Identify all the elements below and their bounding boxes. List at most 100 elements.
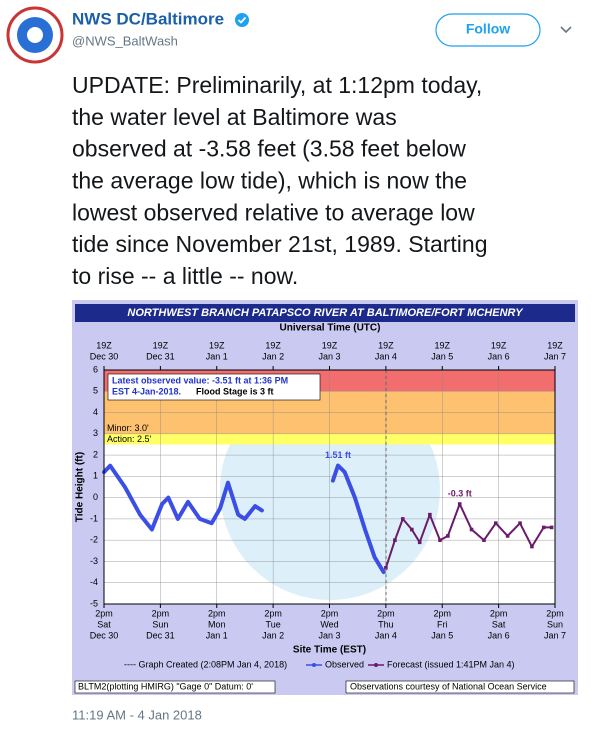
peak-label: 1.51 ft xyxy=(325,450,351,460)
y-tick-label: 0 xyxy=(93,492,98,502)
top-date-label: Jan 2 xyxy=(262,351,284,361)
legend-marker xyxy=(312,663,316,667)
top-time-label: 19Z xyxy=(322,340,338,350)
band-label: Action: 2.5' xyxy=(107,434,152,444)
x-day-label: Fri xyxy=(437,619,448,629)
y-tick-label: 6 xyxy=(93,364,98,374)
x-tick-label: 2pm xyxy=(321,608,339,618)
tweet-line: tide since November 21st, 1989. Starting xyxy=(72,231,488,257)
legend-label: Observed xyxy=(325,659,364,669)
y-tick-label: 2 xyxy=(93,449,98,459)
series-marker xyxy=(541,525,546,530)
series-marker xyxy=(457,502,462,506)
x-date-label: Jan 6 xyxy=(488,630,510,640)
series-marker xyxy=(494,521,498,525)
top-time-label: 19Z xyxy=(547,340,563,350)
top-date-label: Dec 31 xyxy=(146,351,175,361)
x-day-label: Sun xyxy=(152,619,168,629)
series-marker xyxy=(384,566,388,570)
x-date-label: Jan 2 xyxy=(262,630,284,640)
top-date-label: Jan 4 xyxy=(375,351,397,361)
x-tick-label: 2pm xyxy=(546,608,564,618)
series-marker xyxy=(417,540,422,545)
x-day-label: Tue xyxy=(266,619,281,629)
plot-frame xyxy=(103,369,556,605)
top-time-label: 19Z xyxy=(378,340,394,350)
x-date-label: Jan 1 xyxy=(206,630,228,640)
tweet-line: observed at -3.58 feet (3.58 feet below xyxy=(72,136,466,162)
legend-note: ---- Graph Created (2:08PM Jan 4, 2018) xyxy=(124,659,287,669)
x-day-label: Mon xyxy=(208,619,226,629)
x-date-label: Dec 31 xyxy=(146,630,175,640)
series-marker xyxy=(518,521,522,525)
x-tick-label: 2pm xyxy=(433,608,451,618)
series-marker xyxy=(530,544,534,549)
series-marker xyxy=(410,527,414,532)
info-box xyxy=(107,373,321,401)
x-day-label: Sun xyxy=(547,619,563,629)
y-tick-label: -3 xyxy=(90,556,98,566)
tweet-line: to rise -- a little -- now. xyxy=(72,263,298,289)
flood-note: Flood Stage is 3 ft xyxy=(196,386,274,396)
series-line xyxy=(102,463,386,575)
series-marker xyxy=(549,525,554,530)
x-tick-label: 2pm xyxy=(208,608,226,618)
band-label: Minor: 3.0' xyxy=(107,423,149,433)
x-date-label: Dec 30 xyxy=(90,630,119,640)
menu-chevron[interactable] xyxy=(560,26,572,34)
top-date-label: Jan 1 xyxy=(206,351,228,361)
top-time-label: 19Z xyxy=(153,340,169,350)
x-tick-label: 2pm xyxy=(490,608,508,618)
x-tick-label: 2pm xyxy=(264,608,282,618)
top-date-label: Dec 30 xyxy=(90,351,119,361)
top-time-label: 19Z xyxy=(491,340,507,350)
user-handle[interactable]: @NWS_BaltWash xyxy=(72,33,178,48)
x-axis-label: Site Time (EST) xyxy=(293,645,366,656)
avatar-center xyxy=(27,27,43,43)
top-date-label: Jan 5 xyxy=(431,351,453,361)
info-line: EST 4-Jan-2018. xyxy=(112,386,181,396)
footer-left: BLTM2(plotting HMIRG) "Gage 0" Datum: 0' xyxy=(78,681,253,691)
footer-right-box xyxy=(345,680,575,694)
top-date-label: Jan 3 xyxy=(318,351,340,361)
follow-button[interactable] xyxy=(435,13,541,47)
top-axis-label: Universal Time (UTC) xyxy=(280,323,381,334)
footer-left-box xyxy=(74,680,276,694)
top-time-label: 19Z xyxy=(434,340,450,350)
x-tick-label: 2pm xyxy=(152,608,170,618)
chart-title: NORTHWEST BRANCH PATAPSCO RIVER AT BALTI… xyxy=(127,307,524,319)
top-time-label: 19Z xyxy=(265,340,281,350)
y-tick-label: 3 xyxy=(93,428,98,438)
footer-right: Observations courtesy of National Ocean … xyxy=(350,681,547,691)
tweet-line: lowest observed relative to average low xyxy=(72,199,475,225)
plot: Minor: 3.0'Action: 2.5' -5 -4 -3 -2 -1 0 1 2 3 4 5 6… xyxy=(75,340,566,669)
x-date-label: Jan 5 xyxy=(431,630,453,640)
tweet-line: the water level at Baltimore was xyxy=(72,104,397,130)
series-marker xyxy=(446,534,450,538)
verified-check xyxy=(237,16,247,24)
y-tick-label: -5 xyxy=(90,598,98,608)
y-tick-label: -4 xyxy=(90,577,98,587)
y-tick-label: 5 xyxy=(93,386,98,396)
chart-title-bar xyxy=(75,304,575,322)
series-marker xyxy=(428,512,432,517)
verified-badge xyxy=(235,13,249,27)
avatar[interactable] xyxy=(6,6,64,64)
x-day-label: Thu xyxy=(378,619,394,629)
x-tick-label: 2pm xyxy=(95,608,113,618)
y-tick-label: 1 xyxy=(93,471,98,481)
legend-marker xyxy=(374,663,378,667)
x-day-label: Sat xyxy=(97,619,111,629)
series-marker xyxy=(438,538,442,542)
user-name[interactable]: NWS DC/Baltimore xyxy=(72,9,224,28)
x-date-label: Jan 3 xyxy=(318,630,340,640)
top-time-label: 19Z xyxy=(96,340,112,350)
x-day-label: Sat xyxy=(492,619,506,629)
top-date-label: Jan 7 xyxy=(544,351,566,361)
follow-label[interactable]: Follow xyxy=(466,21,510,37)
x-day-label: Wed xyxy=(320,619,338,629)
series-marker xyxy=(505,534,510,538)
tweet-text: UPDATE: Preliminarily, at 1:12pm today, t… xyxy=(72,72,488,289)
